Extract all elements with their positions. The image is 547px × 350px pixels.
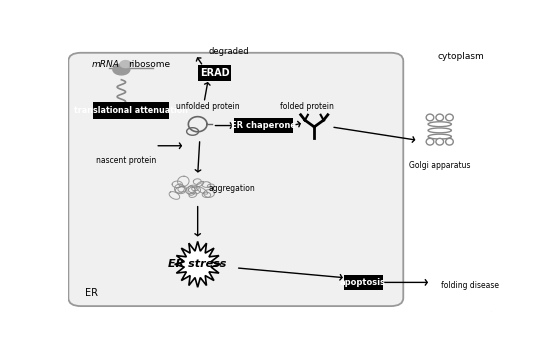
Text: Golgi apparatus: Golgi apparatus [409, 161, 470, 170]
Text: translational attenuation: translational attenuation [74, 106, 188, 115]
Ellipse shape [428, 134, 451, 139]
Text: degraded: degraded [208, 47, 249, 56]
Ellipse shape [426, 138, 434, 145]
FancyBboxPatch shape [234, 118, 293, 133]
Text: folding disease: folding disease [441, 281, 499, 290]
FancyBboxPatch shape [68, 53, 403, 306]
Text: ribosome: ribosome [128, 61, 170, 69]
Ellipse shape [428, 128, 451, 133]
Ellipse shape [428, 122, 451, 127]
Text: ER: ER [85, 288, 98, 298]
Text: ER stress: ER stress [168, 259, 227, 270]
Text: cytoplasm: cytoplasm [437, 52, 484, 61]
Text: folded protein: folded protein [280, 102, 334, 111]
Ellipse shape [436, 138, 444, 145]
FancyBboxPatch shape [198, 65, 231, 81]
Text: unfolded protein: unfolded protein [177, 102, 240, 111]
Circle shape [120, 61, 131, 68]
Text: ERAD: ERAD [200, 68, 229, 78]
Ellipse shape [426, 114, 434, 121]
Ellipse shape [446, 138, 453, 145]
Text: nascent protein: nascent protein [96, 156, 156, 165]
FancyBboxPatch shape [344, 275, 382, 290]
Text: ER chaperone: ER chaperone [231, 121, 296, 130]
Text: apoptosis: apoptosis [340, 278, 386, 287]
FancyBboxPatch shape [94, 102, 169, 119]
Circle shape [113, 64, 130, 75]
Text: mRNA: mRNA [92, 61, 120, 69]
Text: aggregation: aggregation [208, 184, 255, 194]
FancyBboxPatch shape [60, 39, 497, 314]
Polygon shape [174, 241, 221, 287]
Ellipse shape [436, 114, 444, 121]
Ellipse shape [446, 114, 453, 121]
